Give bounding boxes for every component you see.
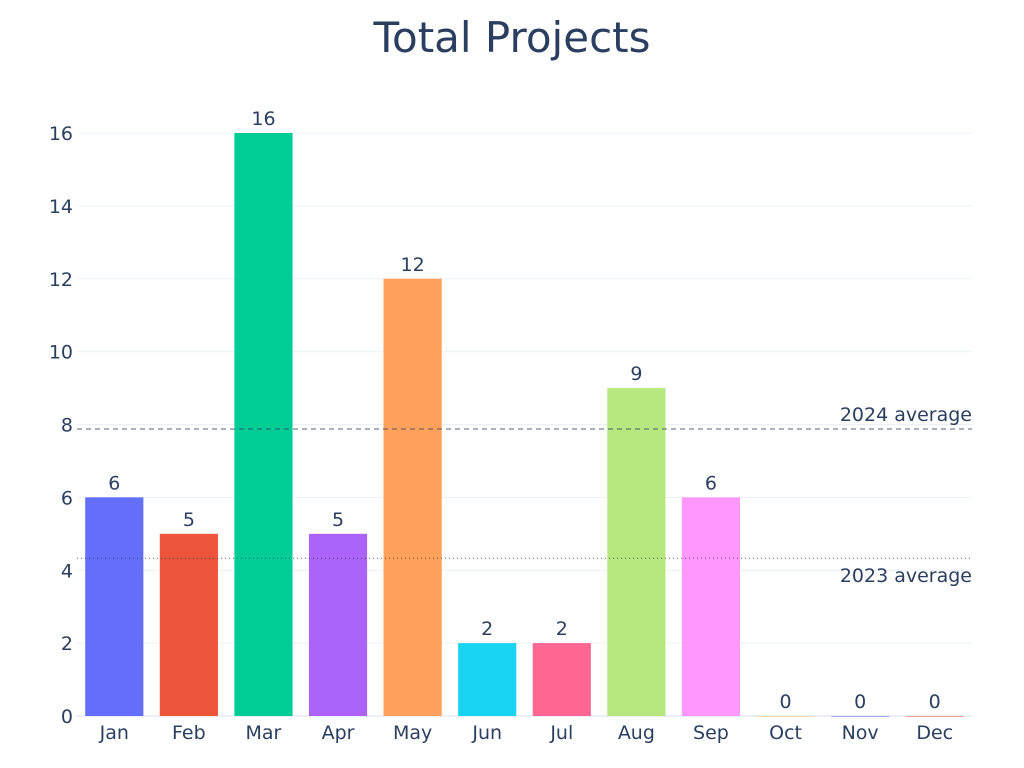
bar-apr [308,533,368,716]
data-label: 2 [481,618,493,640]
data-label: 5 [332,509,344,531]
bar-jul [532,643,591,716]
bar-may [383,278,442,716]
y-tick-label: 10 [49,342,73,364]
x-tick-label: Mar [246,722,282,744]
data-label: 12 [401,254,425,276]
data-label: 2 [556,618,568,640]
data-label: 6 [705,472,717,494]
gridlines [77,132,972,717]
y-tick-label: 0 [61,706,73,728]
y-tick-label: 14 [49,196,73,218]
y-tick-label: 2 [61,633,73,655]
y-tick-label: 12 [49,269,73,291]
bar-jun [458,643,517,716]
reference-lines: 2024 average 2023 average [77,404,972,587]
x-tick-label: Sep [693,722,729,744]
bar-nov [831,716,890,717]
bar-sep [681,497,741,716]
y-tick-label: 6 [61,487,73,509]
bar-jan [85,497,144,716]
bar-oct [756,716,815,717]
x-tick-label: Oct [769,722,802,744]
y-axis: 0 2 4 6 8 10 12 14 16 [49,123,73,728]
bar-aug [607,388,666,716]
x-tick-label: Feb [172,722,206,744]
x-tick-label: Jul [549,722,573,744]
x-tick-label: Aug [618,722,655,744]
x-tick-label: Apr [322,722,355,744]
data-label: 6 [108,472,120,494]
y-tick-label: 8 [61,415,73,437]
x-axis: Jan Feb Mar Apr May Jun Jul Aug Sep Oct Nov Dec [99,722,953,744]
reference-line-label: 2023 average [840,565,972,587]
data-label: 16 [251,108,275,130]
x-tick-label: Jun [471,722,502,744]
data-label: 9 [630,363,642,385]
x-tick-label: Nov [842,722,879,744]
data-label: 0 [929,691,941,713]
x-tick-label: Dec [916,722,953,744]
bar-feb [159,533,218,716]
data-label: 5 [183,509,195,531]
y-tick-label: 4 [61,560,73,582]
x-tick-label: May [393,722,432,744]
y-tick-label: 16 [49,123,73,145]
reference-line-label: 2024 average [840,404,972,426]
bar-mar [234,133,293,716]
bar-dec [905,716,964,717]
chart-title: Total Projects [372,13,650,62]
data-label: 0 [854,691,866,713]
bars: 6 5 16 5 12 2 2 9 6 0 0 0 [85,108,964,717]
x-tick-label: Jan [99,722,129,744]
data-label: 0 [779,691,791,713]
